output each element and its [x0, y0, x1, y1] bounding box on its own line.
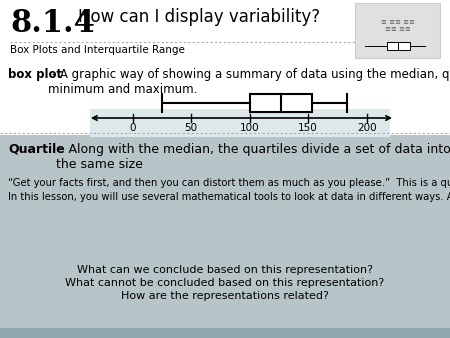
Bar [0, 328, 450, 338]
Text: What cannot be concluded based on this representation?: What cannot be concluded based on this r… [65, 278, 385, 288]
Text: - A graphic way of showing a summary of data using the median, quartiles,
minimu: - A graphic way of showing a summary of … [48, 68, 450, 96]
Text: “Get your facts first, and then you can distort them as much as you please.”  Th: “Get your facts first, and then you can … [8, 178, 450, 201]
Text: 150: 150 [298, 123, 318, 133]
Bar [250, 94, 311, 112]
Text: ≡ ≡≡ ≡≡
≡≡ ≡≡: ≡ ≡≡ ≡≡ ≡≡ ≡≡ [381, 19, 414, 32]
Bar [0, 135, 450, 328]
Text: 200: 200 [357, 123, 376, 133]
Text: How can I display variability?: How can I display variability? [78, 8, 320, 26]
Text: 100: 100 [240, 123, 259, 133]
Text: Box Plots and Interquartile Range: Box Plots and Interquartile Range [10, 45, 185, 55]
Text: 0: 0 [129, 123, 136, 133]
Text: 8.1.4: 8.1.4 [10, 8, 95, 39]
Text: What can we conclude based on this representation?: What can we conclude based on this repre… [77, 265, 373, 275]
Bar [90, 109, 390, 137]
Text: box plot: box plot [8, 68, 62, 81]
Bar [355, 3, 440, 58]
Text: How are the representations related?: How are the representations related? [121, 291, 329, 301]
Text: 50: 50 [184, 123, 198, 133]
Bar [0, 0, 450, 135]
Bar [387, 42, 410, 50]
Text: - Along with the median, the quartiles divide a set of data into four groups of
: - Along with the median, the quartiles d… [56, 143, 450, 171]
Text: Quartile: Quartile [8, 143, 65, 156]
